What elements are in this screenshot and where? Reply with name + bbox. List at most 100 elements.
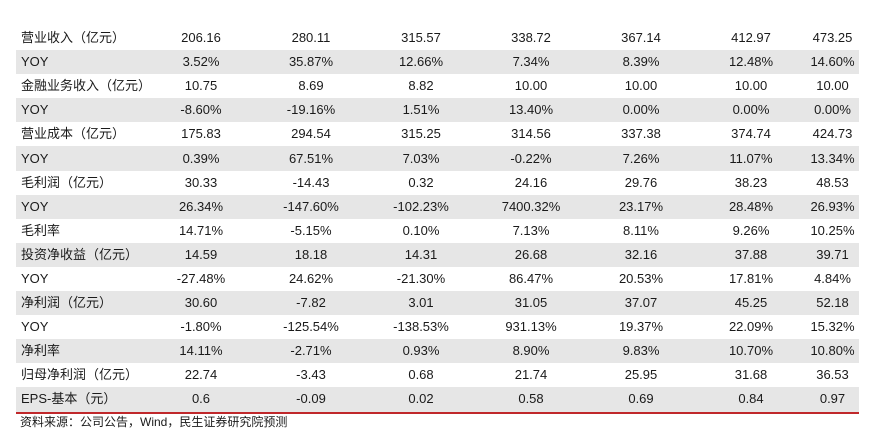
table-cell: 31.05 xyxy=(476,291,586,316)
table-cell: 0.10% xyxy=(402,222,440,238)
table-cell: 0.58 xyxy=(476,387,586,414)
table-cell: 412.97 xyxy=(731,30,771,46)
row-label: 营业成本（亿元） xyxy=(21,126,126,142)
table-row: 投资净收益（亿元） 14.59 18.18 14.31 26.68 32.16 37.88 3… xyxy=(16,242,859,267)
table-cell: 10.75 xyxy=(184,78,218,94)
table-cell: 314.56 xyxy=(511,126,551,142)
row-label: 净利率 xyxy=(16,339,146,364)
table-cell: 1.51% xyxy=(366,98,476,123)
table-row: YOY -8.60% -19.16% 1.51% 13.40% 0.00% 0.00% 0.0… xyxy=(16,98,859,123)
table-row: YOY -27.48% 24.62% -21.30% 86.47% 20.53% 17.81… xyxy=(16,267,859,291)
row-label: YOY xyxy=(16,146,146,171)
table-cell: 4.84% xyxy=(814,270,851,286)
table-cell: 30.33 xyxy=(184,174,218,190)
table-cell: 931.13% xyxy=(505,319,557,335)
table-cell: 26.68 xyxy=(476,242,586,267)
table-cell: 0.97 xyxy=(806,387,859,414)
table-cell: 30.60 xyxy=(146,291,256,316)
table-cell: -102.23% xyxy=(366,194,476,219)
table-cell: 280.11 xyxy=(291,30,331,46)
table-row: 归母净利润（亿元） 22.74 -3.43 0.68 21.74 25.95 31.68 36… xyxy=(16,363,859,387)
table-cell: 473.25 xyxy=(812,30,853,46)
table-cell: 10.00 xyxy=(816,78,849,94)
table-cell: 19.37% xyxy=(618,319,664,335)
table-cell: 10.00 xyxy=(514,78,548,94)
table-cell: 374.74 xyxy=(731,126,771,142)
table-cell: 29.76 xyxy=(624,174,658,190)
table-cell: 23.17% xyxy=(586,194,696,219)
table-cell: 48.53 xyxy=(816,174,849,190)
table-cell: 12.66% xyxy=(366,50,476,75)
table-cell: 12.48% xyxy=(696,50,806,75)
table-cell: 9.26% xyxy=(732,222,770,238)
table-cell: 14.60% xyxy=(806,50,859,75)
table-cell: -2.71% xyxy=(256,339,366,364)
table-cell: 39.71 xyxy=(806,242,859,267)
table-cell: 0.68 xyxy=(408,367,434,383)
row-label: 营业收入（亿元） xyxy=(21,30,126,46)
table-cell: 14.31 xyxy=(366,242,476,267)
table-cell: 315.57 xyxy=(401,30,441,46)
table-cell: 25.95 xyxy=(624,367,658,383)
table-row: 净利率 14.11% -2.71% 0.93% 8.90% 9.83% 10.70% 10.8… xyxy=(16,339,859,364)
row-label: 投资净收益（亿元） xyxy=(16,242,146,267)
table-cell: 206.16 xyxy=(181,30,221,46)
table-cell: 21.74 xyxy=(514,367,548,383)
table-cell: 8.82 xyxy=(408,78,434,94)
table-cell: 8.11% xyxy=(623,222,659,238)
table-cell: 0.6 xyxy=(146,387,256,414)
table-cell: 0.02 xyxy=(366,387,476,414)
table-cell: 24.16 xyxy=(514,174,548,190)
row-label: YOY xyxy=(16,98,146,123)
table-cell: 14.71% xyxy=(178,222,224,238)
row-label: 毛利润（亿元） xyxy=(21,174,113,190)
table-cell: 7.03% xyxy=(366,146,476,171)
table-cell: 37.88 xyxy=(696,242,806,267)
table-cell: 18.18 xyxy=(256,242,366,267)
table-cell: 338.72 xyxy=(511,30,551,46)
row-label: 归母净利润（亿元） xyxy=(21,367,139,383)
table-cell: -27.48% xyxy=(176,270,226,286)
table-row: 营业成本（亿元） 175.83 294.54 315.25 314.56 337.38 37… xyxy=(16,122,859,146)
table-row: YOY 3.52% 35.87% 12.66% 7.34% 8.39% 12.48% 14.6… xyxy=(16,50,859,75)
table-cell: 367.14 xyxy=(621,30,661,46)
table-cell: 86.47% xyxy=(508,270,554,286)
table-cell: 10.80% xyxy=(806,339,859,364)
table-cell: -21.30% xyxy=(396,270,446,286)
row-label: 金融业务收入（亿元） xyxy=(21,78,152,94)
table-cell: 17.81% xyxy=(728,270,774,286)
table-cell: 8.69 xyxy=(298,78,324,94)
table-cell: 26.93% xyxy=(806,194,859,219)
table-cell: -3.43 xyxy=(296,367,326,383)
row-label: 毛利率 xyxy=(21,222,61,238)
table-cell: 14.11% xyxy=(146,339,256,364)
table-row: 营业收入（亿元） 206.16 280.11 315.57 338.72 367.14 41… xyxy=(16,26,859,50)
table-cell: 9.83% xyxy=(586,339,696,364)
row-label: EPS-基本（元） xyxy=(16,387,146,414)
table-cell: 0.32 xyxy=(408,174,434,190)
table-cell: 10.00 xyxy=(734,78,768,94)
table-cell: 35.87% xyxy=(256,50,366,75)
table-cell: 20.53% xyxy=(618,270,664,286)
table-cell: 10.25% xyxy=(810,222,855,238)
table-cell: 22.09% xyxy=(728,319,774,335)
table-cell: 3.01 xyxy=(366,291,476,316)
table-cell: 175.83 xyxy=(181,126,221,142)
table-cell: 8.39% xyxy=(586,50,696,75)
table-cell: -14.43 xyxy=(292,174,330,190)
table-cell: 7.13% xyxy=(512,222,550,238)
source-note: 资料来源：公司公告，Wind，民生证券研究院预测 xyxy=(20,415,288,429)
table-cell: 10.70% xyxy=(696,339,806,364)
table-cell: 0.39% xyxy=(146,146,256,171)
table-cell: 38.23 xyxy=(734,174,768,190)
table-cell: 32.16 xyxy=(586,242,696,267)
table-cell: 67.51% xyxy=(256,146,366,171)
table-row: YOY -1.80% -125.54% -138.53% 931.13% 19.37% 22… xyxy=(16,315,859,339)
table-cell: -0.22% xyxy=(476,146,586,171)
table-cell: 36.53 xyxy=(816,367,849,383)
row-label: 净利润（亿元） xyxy=(16,291,146,316)
table-cell: 0.00% xyxy=(806,98,859,123)
table-row: 毛利率 14.71% -5.15% 0.10% 7.13% 8.11% 9.26% 10.25… xyxy=(16,219,859,243)
table-cell: 3.52% xyxy=(146,50,256,75)
table-cell: 13.34% xyxy=(806,146,859,171)
